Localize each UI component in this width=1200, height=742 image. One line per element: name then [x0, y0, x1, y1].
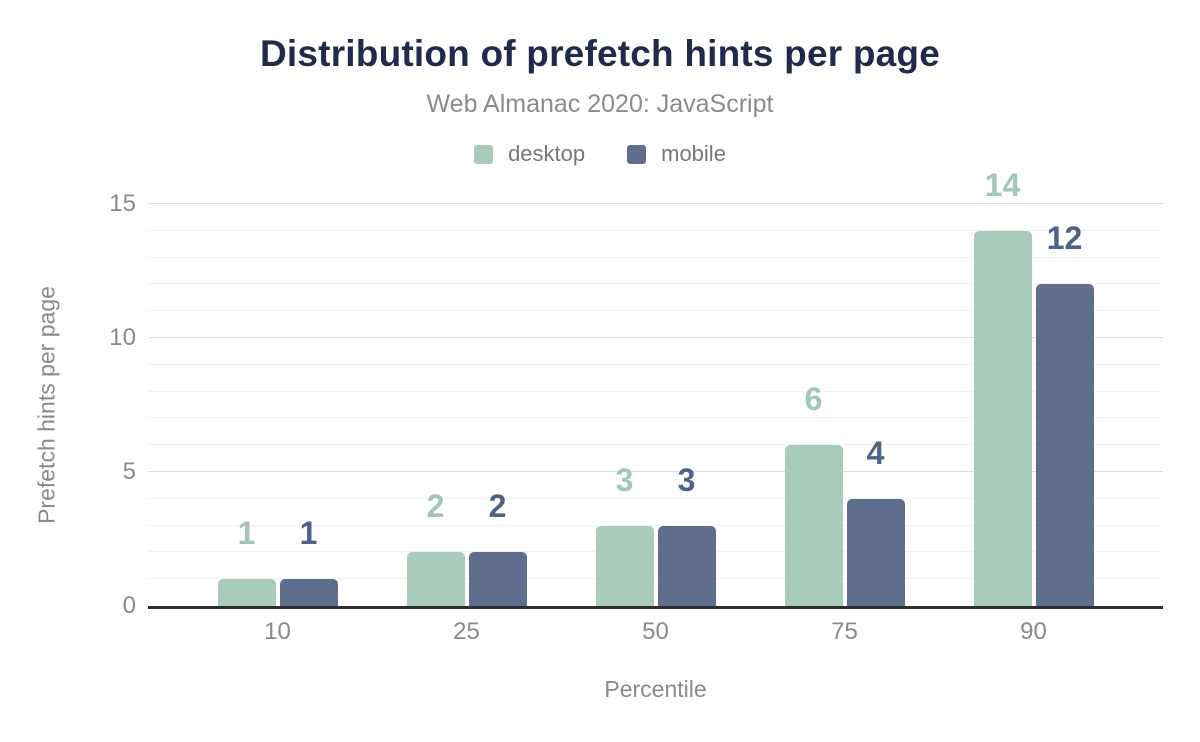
x-tick-label-90: 90: [1020, 618, 1047, 645]
x-axis-line: [148, 606, 1163, 609]
y-tick-label-0: 0: [122, 592, 136, 619]
bar-desktop-p90: [973, 231, 1032, 606]
bar-col-desktop-p75: 6: [784, 204, 843, 606]
minor-gridline-11: [148, 310, 1163, 311]
major-gridline-15: [148, 203, 1163, 204]
legend: desktop mobile: [0, 141, 1200, 167]
minor-gridline-7: [148, 417, 1163, 418]
major-gridline-5: [148, 471, 1163, 472]
bar-value-label-mobile-p90: 12: [1046, 220, 1083, 256]
x-tick-label-75: 75: [831, 618, 858, 645]
legend-swatch-mobile: [627, 144, 647, 164]
bar-mobile-p75: [846, 499, 905, 606]
y-tick-label-15: 15: [109, 190, 136, 217]
bar-col-mobile-p75: 4: [846, 204, 905, 606]
x-axis-title: Percentile: [604, 676, 707, 702]
minor-gridline-12: [148, 283, 1163, 284]
minor-gridline-4: [148, 498, 1163, 499]
minor-gridline-6: [148, 444, 1163, 445]
bar-group-p90: 14 12: [939, 169, 1128, 606]
bar-value-label-mobile-p10: 1: [299, 515, 318, 551]
bar-mobile-p10: [279, 579, 338, 606]
x-tick-label-50: 50: [642, 618, 669, 645]
minor-gridline-3: [148, 525, 1163, 526]
bar-mobile-p50: [657, 526, 716, 606]
minor-gridline-1: [148, 578, 1163, 579]
legend-label-mobile: mobile: [661, 141, 726, 166]
y-tick-label-5: 5: [122, 458, 136, 485]
chart-subtitle: Web Almanac 2020: JavaScript: [426, 90, 774, 118]
bar-col-mobile-p50: 3: [657, 204, 716, 606]
bar-value-label-desktop-p75: 6: [804, 381, 823, 417]
minor-gridline-13: [148, 257, 1163, 258]
bar-groups: 1 1 2 2 3 3 6 4 14 12: [148, 169, 1163, 606]
bar-value-label-mobile-p25: 2: [488, 488, 507, 524]
x-tick-label-10: 10: [264, 618, 291, 645]
bar-col-mobile-p90: 12: [1035, 204, 1094, 606]
bar-value-label-desktop-p10: 1: [237, 515, 256, 551]
legend-item-mobile: mobile: [627, 141, 726, 167]
bar-value-label-mobile-p50: 3: [677, 462, 696, 498]
bar-desktop-p25: [406, 552, 465, 606]
bar-desktop-p75: [784, 445, 843, 606]
bar-col-desktop-p90: 14: [973, 169, 1032, 606]
x-tick-labels: 10 25 50 75 90: [148, 617, 1163, 647]
bar-desktop-p50: [595, 526, 654, 606]
chart-title: Distribution of prefetch hints per page: [260, 33, 940, 74]
bar-col-desktop-p25: 2: [406, 204, 465, 606]
minor-gridline-14: [148, 230, 1163, 231]
bar-desktop-p10: [217, 579, 276, 606]
bar-value-label-mobile-p75: 4: [866, 435, 885, 471]
bar-col-mobile-p25: 2: [468, 204, 527, 606]
minor-gridline-8: [148, 391, 1163, 392]
bar-col-desktop-p50: 3: [595, 204, 654, 606]
bar-value-label-desktop-p90: 14: [984, 167, 1021, 203]
x-tick-label-25: 25: [453, 618, 480, 645]
bar-mobile-p90: [1035, 284, 1094, 606]
legend-label-desktop: desktop: [508, 141, 586, 166]
bar-col-desktop-p10: 1: [217, 204, 276, 606]
legend-swatch-desktop: [474, 144, 494, 164]
bar-col-mobile-p10: 1: [279, 204, 338, 606]
minor-gridline-9: [148, 364, 1163, 365]
y-axis-title: Prefetch hints per page: [33, 286, 60, 524]
minor-gridline-2: [148, 551, 1163, 552]
plot-area: 1 1 2 2 3 3 6 4 14 12: [148, 169, 1163, 606]
y-tick-label-10: 10: [109, 324, 136, 351]
bar-value-label-desktop-p50: 3: [615, 462, 634, 498]
legend-item-desktop: desktop: [474, 141, 585, 167]
major-gridline-10: [148, 337, 1163, 338]
bar-value-label-desktop-p25: 2: [426, 488, 445, 524]
bar-mobile-p25: [468, 552, 527, 606]
